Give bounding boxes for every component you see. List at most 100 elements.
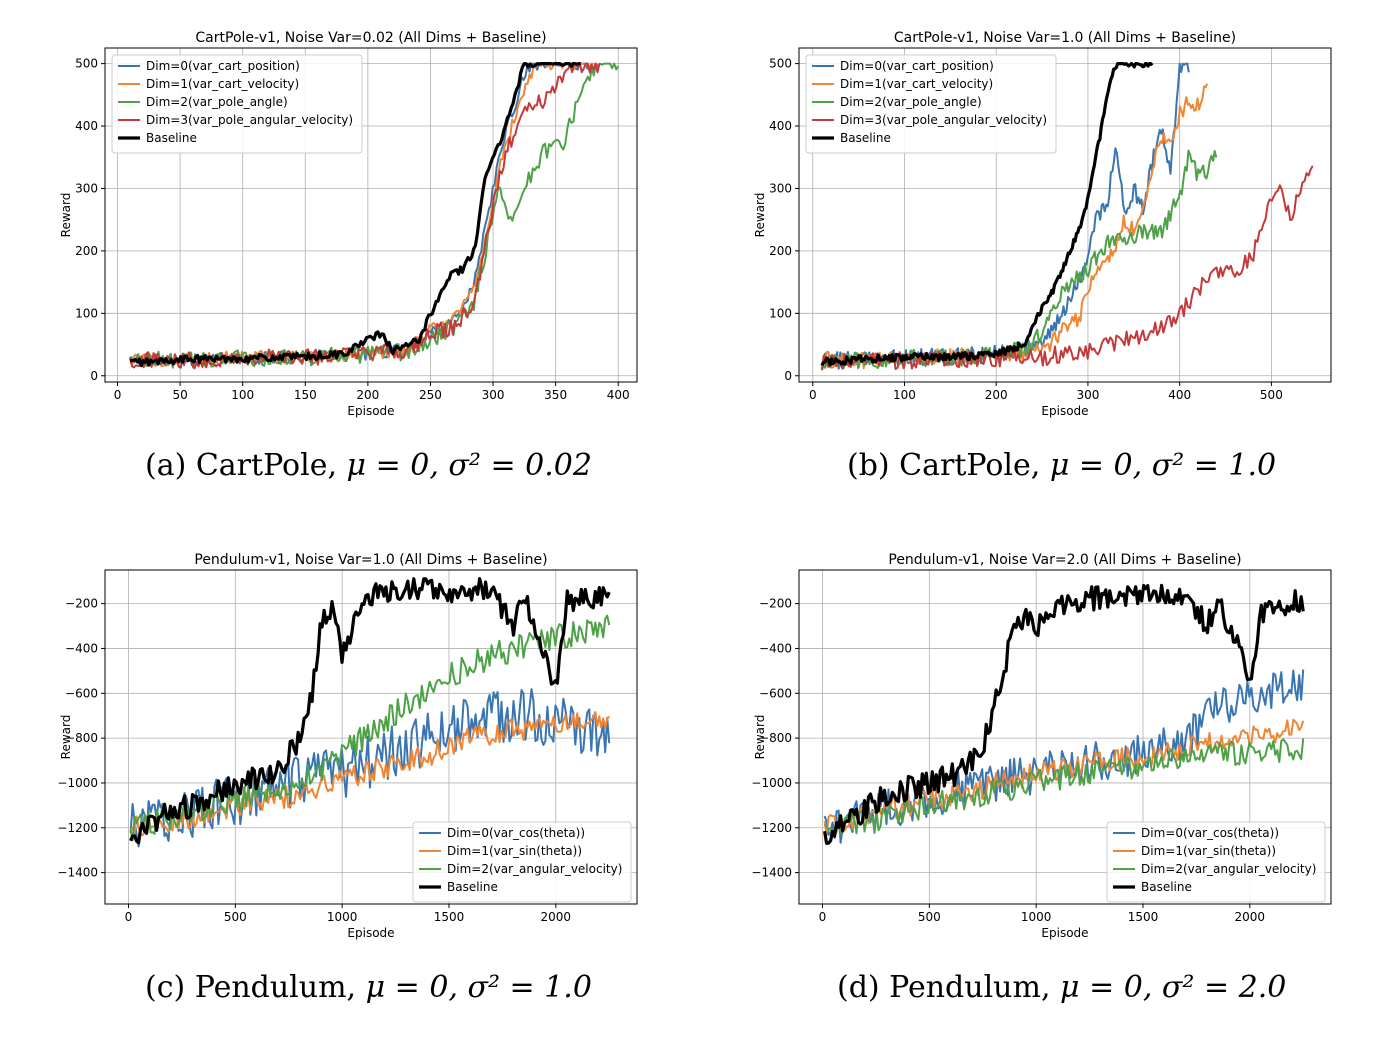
chart-title: Pendulum-v1, Noise Var=1.0 (All Dims + B… xyxy=(194,552,547,568)
legend: Dim=0(var_cos(theta)) Dim=1(var_sin(theta… xyxy=(412,821,632,903)
series-line-baseline xyxy=(129,577,611,845)
legend-label: Dim=0(var_cos(theta)) xyxy=(447,826,585,840)
y-tick-label: −1000 xyxy=(751,776,792,790)
y-tick-label: 400 xyxy=(75,119,98,133)
y-axis-label: Reward xyxy=(59,715,73,760)
y-tick-label: 100 xyxy=(769,306,792,320)
x-tick-label: 200 xyxy=(356,388,379,402)
y-tick-label: 200 xyxy=(75,244,98,258)
plot-area-b xyxy=(820,62,1314,371)
legend-label: Baseline xyxy=(447,880,498,894)
y-tick-label: 300 xyxy=(769,181,792,195)
legend-label: Dim=1(var_sin(theta)) xyxy=(447,844,582,858)
x-tick-label: 150 xyxy=(294,388,317,402)
series-line-dim1 xyxy=(129,711,610,837)
plot-area-d xyxy=(823,583,1305,845)
x-axis-label: Episode xyxy=(347,926,394,940)
y-tick-label: 500 xyxy=(769,57,792,71)
chart-d: 0 500 1000 1500 2000 −1400 −1200 −1000 −800 −600 −… xyxy=(751,552,1332,940)
caption-a-sigma: σ² = 0.02 xyxy=(448,448,592,483)
legend-label: Dim=2(var_pole_angle) xyxy=(146,95,288,109)
x-tick-label: 1500 xyxy=(1128,910,1159,924)
series-line-dim3 xyxy=(820,165,1314,371)
series-line-dim2 xyxy=(129,614,611,842)
chart-b: 0 100 200 300 400 500 0 100 200 300 400 500 CartPole… xyxy=(753,30,1332,418)
series-line-dim2 xyxy=(820,149,1218,371)
axes-frame xyxy=(104,569,638,905)
caption-a-mu: μ = 0, xyxy=(346,448,449,483)
x-tick-label: 200 xyxy=(985,388,1008,402)
y-tick-label: 300 xyxy=(75,181,98,195)
legend-label: Dim=1(var_cart_velocity) xyxy=(146,77,299,91)
x-tick-label: 500 xyxy=(918,910,941,924)
x-tick-label: 300 xyxy=(1076,388,1099,402)
x-tick-label: 500 xyxy=(224,910,247,924)
axes-frame xyxy=(104,47,638,383)
caption-d-mu: μ = 0, xyxy=(1060,970,1162,1005)
legend-label: Baseline xyxy=(146,131,197,145)
caption-c: (c) Pendulum, μ = 0, σ² = 1.0 xyxy=(145,970,592,1005)
x-axis-label: Episode xyxy=(347,404,394,418)
y-tick-label: −1200 xyxy=(751,821,792,835)
y-tick-label: −400 xyxy=(65,641,98,655)
chart-title: CartPole-v1, Noise Var=0.02 (All Dims + … xyxy=(195,30,546,46)
legend-box xyxy=(1106,821,1326,903)
x-axis-label: Episode xyxy=(1041,926,1088,940)
y-tick-label: −1400 xyxy=(57,866,98,880)
caption-a: (a) CartPole, μ = 0, σ² = 0.02 xyxy=(145,448,592,483)
y-tick-label: −200 xyxy=(759,597,792,611)
caption-b-prefix: (b) CartPole, xyxy=(847,448,1050,483)
x-tick-label: 100 xyxy=(231,388,254,402)
y-tick-label: −800 xyxy=(759,731,792,745)
y-axis-label: Reward xyxy=(753,715,767,760)
caption-b-mu: μ = 0, xyxy=(1049,448,1152,483)
series-line-dim0 xyxy=(129,688,611,848)
caption-d-sigma: σ² = 2.0 xyxy=(1161,970,1287,1005)
x-tick-label: 2000 xyxy=(541,910,572,924)
y-tick-label: −1200 xyxy=(57,821,98,835)
legend-label: Baseline xyxy=(840,131,891,145)
legend: Dim=0(var_cart_position) Dim=1(var_cart_v… xyxy=(111,54,363,154)
legend-label: Dim=2(var_angular_velocity) xyxy=(447,862,622,876)
x-tick-label: 500 xyxy=(1260,388,1283,402)
chart-a: 0 50 100 150 200 250 300 350 400 0 100 200 300 400 500… xyxy=(59,30,638,418)
x-tick-label: 0 xyxy=(809,388,817,402)
caption-d-prefix: (d) Pendulum, xyxy=(837,970,1061,1005)
legend-label: Dim=0(var_cos(theta)) xyxy=(1141,826,1279,840)
series-line-baseline xyxy=(820,62,1154,367)
plot-area-a xyxy=(129,62,620,370)
legend-box xyxy=(412,821,632,903)
y-tick-label: −200 xyxy=(65,597,98,611)
legend: Dim=0(var_cart_position) Dim=1(var_cart_v… xyxy=(805,54,1057,154)
y-tick-label: 200 xyxy=(769,244,792,258)
y-tick-label: −800 xyxy=(65,731,98,745)
plot-area-c xyxy=(129,577,611,848)
y-tick-label: −1000 xyxy=(57,776,98,790)
y-tick-label: 500 xyxy=(75,57,98,71)
x-tick-label: 400 xyxy=(1168,388,1191,402)
x-tick-label: 400 xyxy=(607,388,630,402)
legend-label: Dim=3(var_pole_angular_velocity) xyxy=(146,113,353,127)
y-axis-label: Reward xyxy=(753,193,767,238)
x-tick-label: 250 xyxy=(419,388,442,402)
x-tick-label: 2000 xyxy=(1235,910,1266,924)
legend-label: Dim=0(var_cart_position) xyxy=(146,59,300,73)
x-tick-label: 0 xyxy=(125,910,133,924)
caption-d: (d) Pendulum, μ = 0, σ² = 2.0 xyxy=(837,970,1286,1005)
caption-b: (b) CartPole, μ = 0, σ² = 1.0 xyxy=(847,448,1276,483)
x-tick-label: 100 xyxy=(893,388,916,402)
legend-label: Dim=3(var_pole_angular_velocity) xyxy=(840,113,1047,127)
legend-label: Dim=0(var_cart_position) xyxy=(840,59,994,73)
chart-c: 0 500 1000 1500 2000 −1400 −1200 −1000 −800 −600 −… xyxy=(57,552,638,940)
legend-box xyxy=(111,54,363,154)
legend-label: Baseline xyxy=(1141,880,1192,894)
series-line-baseline xyxy=(823,583,1305,845)
x-tick-label: 0 xyxy=(114,388,122,402)
legend-label: Dim=1(var_sin(theta)) xyxy=(1141,844,1276,858)
x-tick-label: 1000 xyxy=(1021,910,1052,924)
x-tick-label: 350 xyxy=(544,388,567,402)
legend: Dim=0(var_cos(theta)) Dim=1(var_sin(theta… xyxy=(1106,821,1326,903)
y-tick-label: −1400 xyxy=(751,866,792,880)
y-tick-label: 0 xyxy=(784,369,792,383)
